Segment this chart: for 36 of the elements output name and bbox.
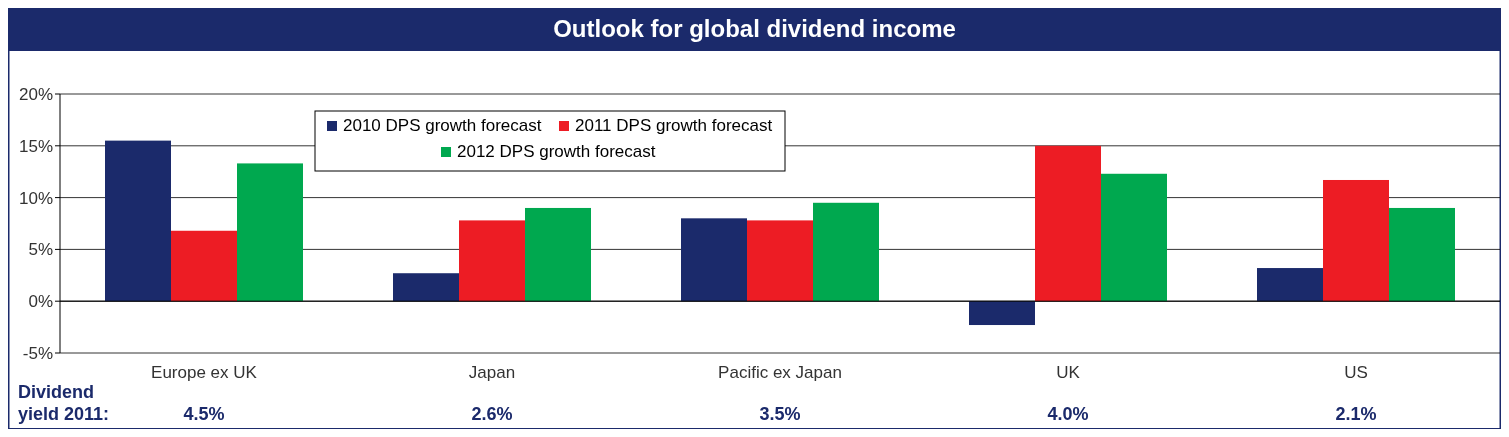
bar [1035, 145, 1101, 302]
x-tick-label: Europe ex UK [151, 363, 258, 382]
bar [747, 220, 813, 302]
text: 2.6% [471, 404, 513, 424]
text: Dividend yield 2011: [18, 382, 110, 424]
bar [681, 218, 747, 302]
text: 2.1% [1335, 404, 1377, 424]
x-tick-label: US [1344, 363, 1368, 382]
bar [105, 140, 171, 302]
x-tick-label: Japan [468, 363, 516, 382]
legend-label: 2011 DPS growth forecast [575, 116, 773, 135]
bar [171, 230, 237, 302]
x-tick-label: UK [1056, 363, 1081, 382]
legend-label: 2012 DPS growth forecast [457, 142, 656, 161]
text: 3.5% [759, 404, 801, 424]
y-tick-label: -5% [22, 343, 53, 363]
legend-label: 2010 DPS growth forecast [343, 116, 542, 135]
chart-title: Outlook for global dividend income [553, 15, 956, 42]
bar [1389, 207, 1455, 302]
text: 4.5% [183, 404, 225, 424]
y-tick-label: 15% [18, 136, 53, 156]
bar [969, 301, 1035, 326]
bar [393, 273, 459, 302]
bar [237, 163, 303, 302]
text: 4.0% [1047, 404, 1089, 424]
bar [1257, 268, 1323, 302]
x-tick-label: Pacific ex Japan [718, 363, 842, 382]
bar [813, 202, 879, 302]
bar [459, 220, 525, 302]
y-tick-label: 10% [18, 188, 53, 208]
y-tick-label: 20% [18, 84, 53, 104]
bar [1101, 173, 1167, 302]
bar [525, 207, 591, 302]
y-tick-label: 5% [28, 240, 53, 260]
bar [1323, 179, 1389, 302]
y-tick-label: 0% [28, 292, 53, 312]
